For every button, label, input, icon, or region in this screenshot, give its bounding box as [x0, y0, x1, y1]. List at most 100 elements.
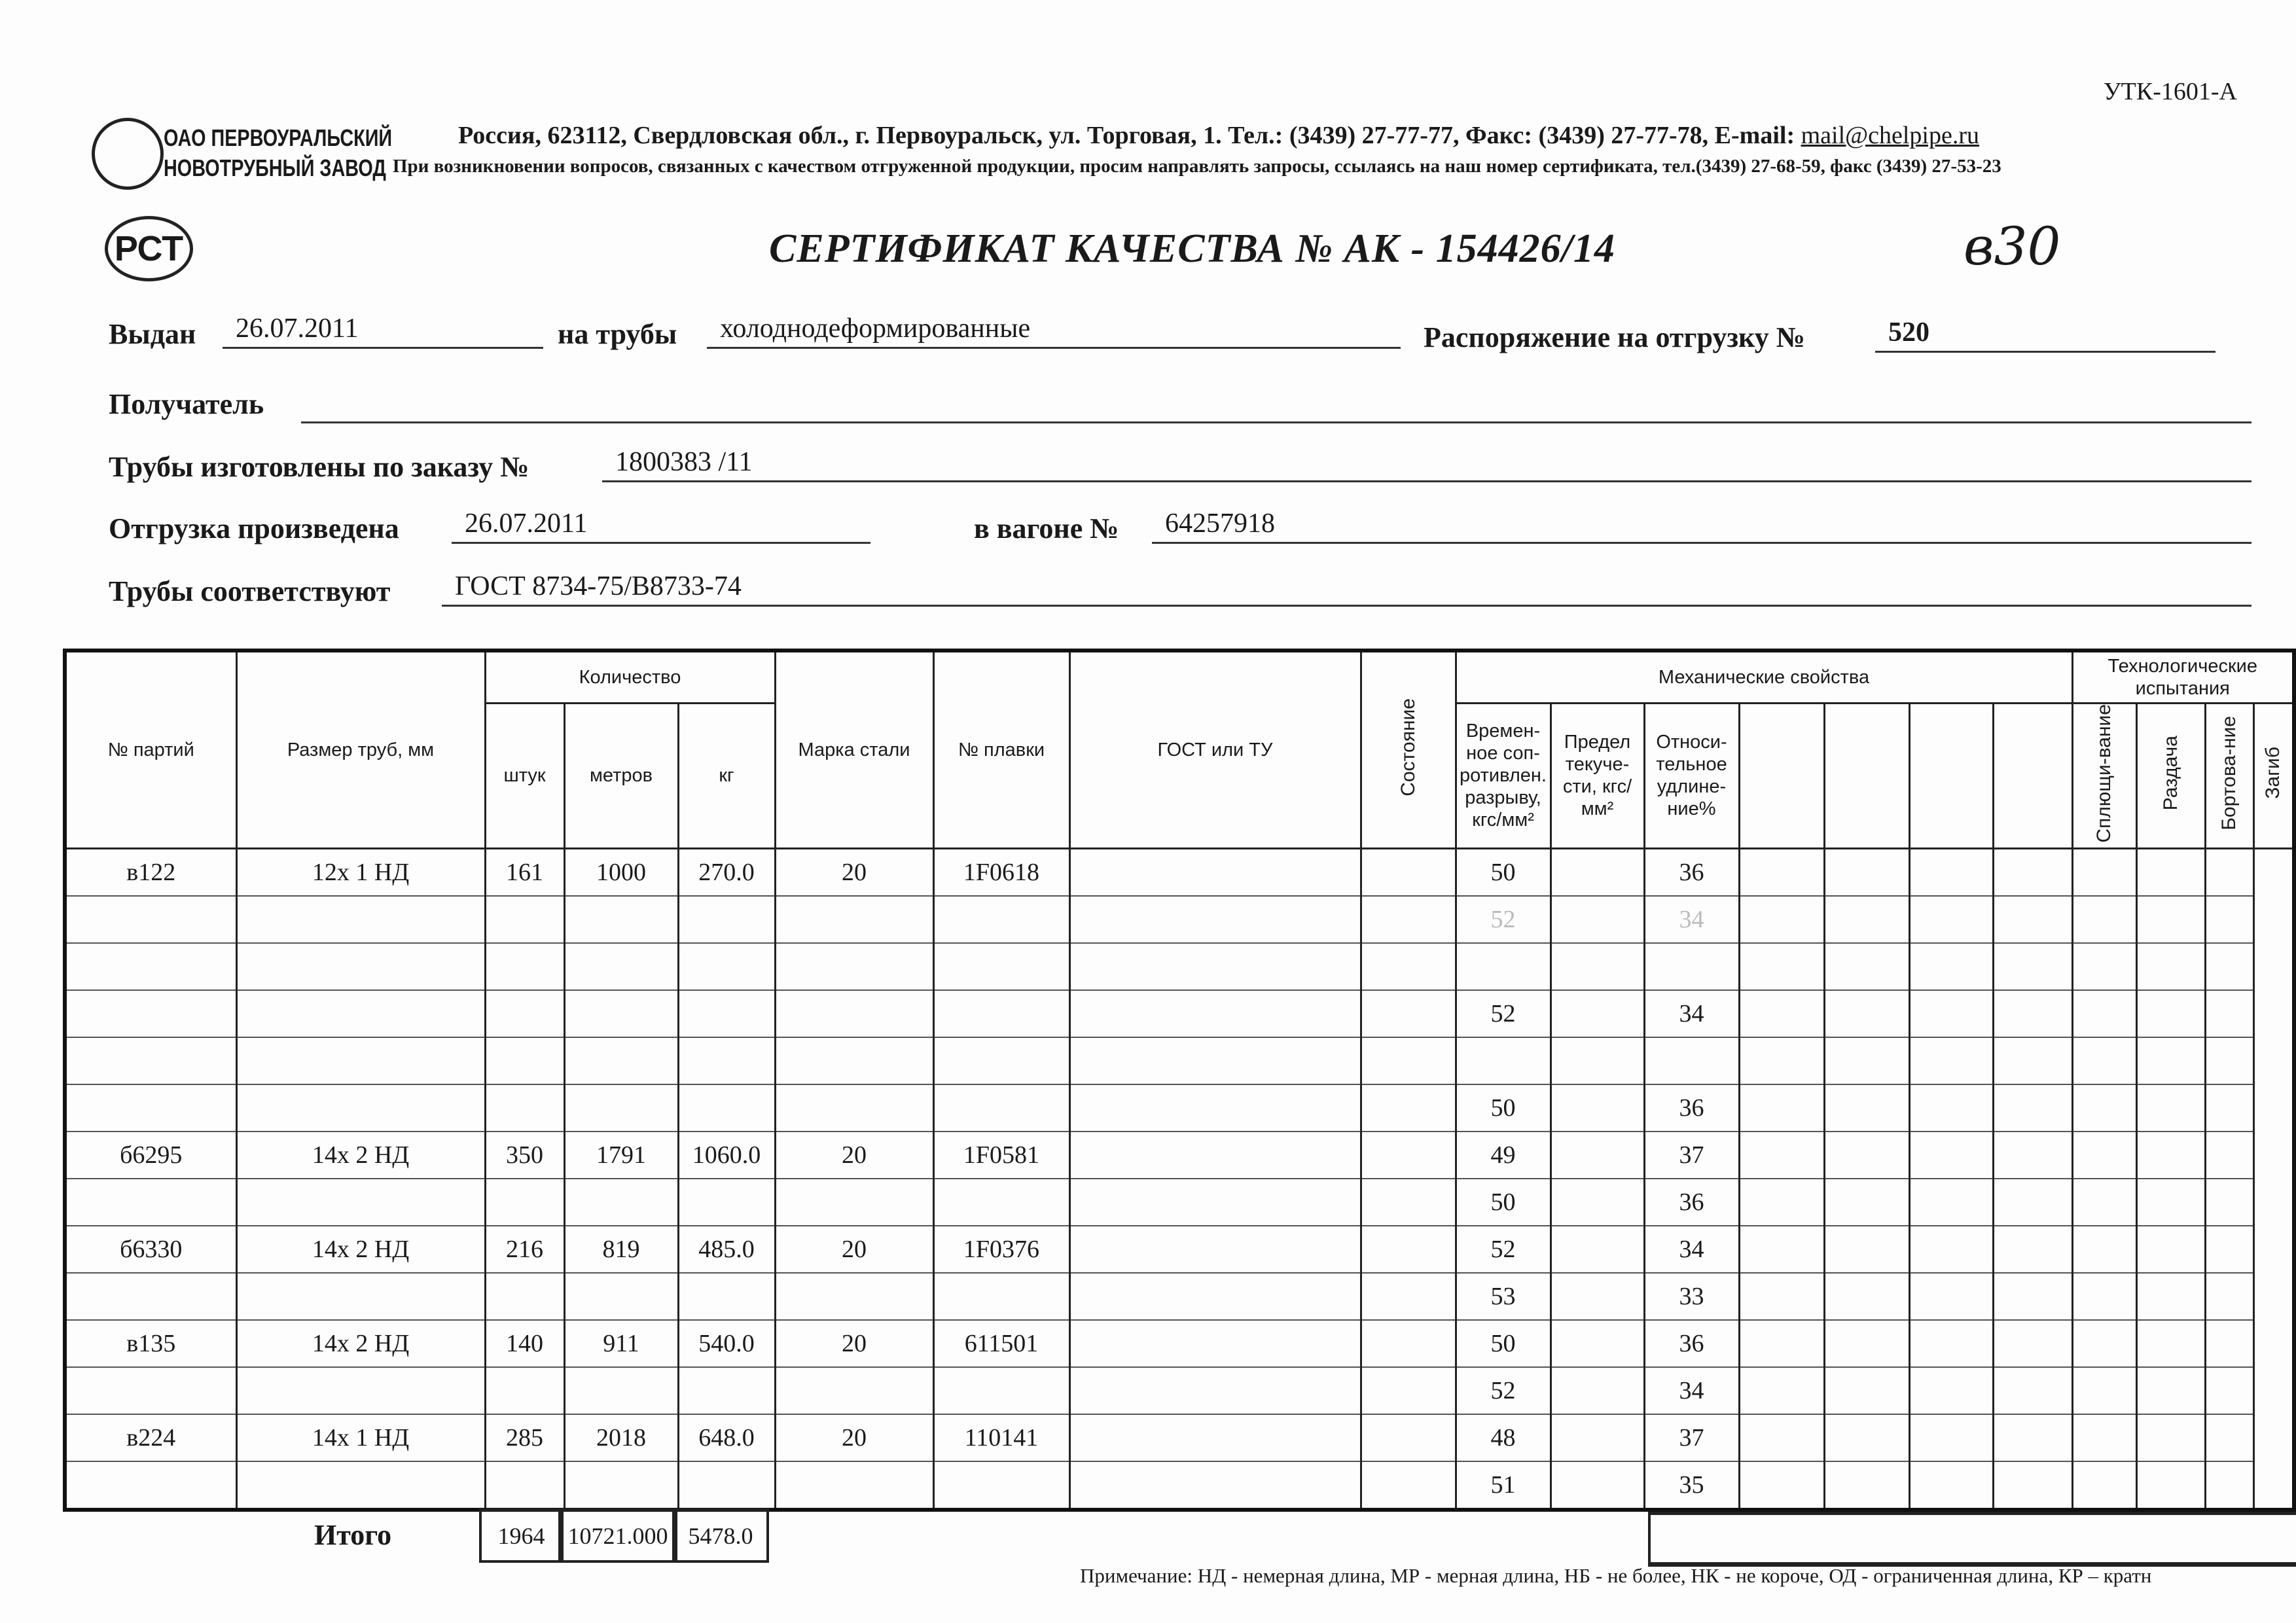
- cell-extra4: [1992, 1178, 2073, 1227]
- cell-heat: 1F0581: [932, 1131, 1071, 1180]
- cell-expansion: [2135, 1131, 2206, 1180]
- cell-flanging: [2204, 1131, 2255, 1180]
- cell-grade: [774, 895, 935, 944]
- cell-elongation: 34: [1643, 990, 1740, 1039]
- cell-kg: [677, 895, 776, 944]
- cell-extra2: [1823, 847, 1910, 897]
- cell-state: [1359, 1037, 1457, 1086]
- cell-flattening: [2071, 1272, 2138, 1321]
- footnote: Примечание: НД - немерная длина, МР - ме…: [1080, 1564, 2152, 1587]
- table-row: 52 34: [63, 1366, 2294, 1416]
- cell-heat: [932, 1178, 1071, 1227]
- cell-size: 14х 2 НД: [235, 1131, 486, 1180]
- cell-grade: [774, 942, 935, 991]
- col-meters: метров: [563, 702, 679, 850]
- cell-meters: 1000: [563, 847, 679, 897]
- cell-expansion: [2135, 1037, 2206, 1086]
- cell-lot: в224: [63, 1414, 238, 1463]
- cell-extra1: [1738, 942, 1825, 991]
- cell-meters: [563, 942, 679, 991]
- cell-extra4: [1992, 1131, 2073, 1180]
- col-quantity: Количество: [484, 649, 776, 704]
- cell-state: [1359, 1319, 1457, 1368]
- cell-state: [1359, 990, 1457, 1039]
- cell-size: [235, 990, 486, 1039]
- cell-extra4: [1992, 1414, 2073, 1463]
- cell-extra2: [1823, 895, 1910, 944]
- cell-flanging: [2204, 990, 2255, 1039]
- cell-extra4: [1992, 1225, 2073, 1274]
- cell-heat: 110141: [932, 1414, 1071, 1463]
- cell-yield: [1549, 1461, 1645, 1511]
- contact-notice: При возникновении вопросов, связанных с …: [393, 156, 2001, 177]
- cell-extra4: [1992, 1084, 2073, 1133]
- cell-heat: 611501: [932, 1319, 1071, 1368]
- cell-grade: [774, 1037, 935, 1086]
- cell-gost: [1068, 1272, 1362, 1321]
- cell-grade: [774, 1366, 935, 1416]
- cell-grade: 20: [774, 847, 935, 897]
- cell-flattening: [2071, 1178, 2138, 1227]
- cell-heat: [932, 942, 1071, 991]
- cell-pcs: 350: [484, 1131, 565, 1180]
- cell-size: 14х 2 НД: [235, 1225, 486, 1274]
- pipes-label: на трубы: [558, 318, 677, 350]
- table-row: 52 34: [63, 895, 2294, 944]
- cell-tensile: 48: [1454, 1414, 1552, 1463]
- col-bend-label: Загиб: [2262, 747, 2284, 800]
- form-code: УТК-1601-А: [2103, 78, 2237, 105]
- cell-gost: [1068, 1319, 1362, 1368]
- cell-pcs: [484, 990, 565, 1039]
- cell-extra1: [1738, 847, 1825, 897]
- cell-size: 14х 2 НД: [235, 1319, 486, 1368]
- cell-kg: [677, 1084, 776, 1133]
- table-body: в122 12х 1 НД 161 1000 270.0 20 1F0618 50 36 52 34…: [63, 847, 2294, 1511]
- cell-extra3: [1908, 990, 1994, 1039]
- table-row: в224 14х 1 НД 285 2018 648.0 20 110141 48 37: [63, 1414, 2294, 1463]
- cell-size: [235, 1461, 486, 1511]
- cell-kg: [677, 942, 776, 991]
- table-row: в135 14х 2 НД 140 911 540.0 20 611501 50 36: [63, 1319, 2294, 1368]
- cell-grade: [774, 990, 935, 1039]
- table-row: 50 36: [63, 1084, 2294, 1133]
- cell-extra4: [1992, 990, 2073, 1039]
- cell-meters: [563, 1178, 679, 1227]
- cell-extra2: [1823, 1225, 1910, 1274]
- cell-extra2: [1823, 1414, 1910, 1463]
- cell-extra4: [1992, 847, 2073, 897]
- cell-extra4: [1992, 942, 2073, 991]
- cell-extra3: [1908, 1037, 1994, 1086]
- cell-flanging: [2204, 1414, 2255, 1463]
- cell-meters: [563, 1461, 679, 1511]
- cell-yield: [1549, 1272, 1645, 1321]
- cell-flanging: [2204, 942, 2255, 991]
- wagon-number: 64257918: [1152, 508, 2251, 544]
- cell-extra3: [1908, 1366, 1994, 1416]
- cell-yield: [1549, 1037, 1645, 1086]
- handwritten-note: в30: [1964, 216, 2061, 277]
- company-name-line2: НОВОТРУБНЫЙ ЗАВОД: [164, 154, 386, 181]
- cell-extra3: [1908, 847, 1994, 897]
- cell-extra3: [1908, 1461, 1994, 1511]
- cell-yield: [1549, 1319, 1645, 1368]
- cell-extra2: [1823, 1084, 1910, 1133]
- company-name: ОАО ПЕРВОУРАЛЬСКИЙ НОВОТРУБНЫЙ ЗАВОД: [164, 123, 392, 183]
- cell-state: [1359, 1414, 1457, 1463]
- cell-elongation: 36: [1643, 1084, 1740, 1133]
- cell-flattening: [2071, 1131, 2138, 1180]
- col-gost: ГОСТ или ТУ: [1068, 649, 1362, 850]
- cell-extra4: [1992, 1366, 2073, 1416]
- recipient-label: Получатель: [109, 388, 264, 420]
- cell-flanging: [2204, 1461, 2255, 1511]
- cell-kg: [677, 1272, 776, 1321]
- col-heat: № плавки: [932, 649, 1071, 850]
- cell-state: [1359, 1084, 1457, 1133]
- cell-gost: [1068, 1225, 1362, 1274]
- quality-table: № партий Размер труб, мм Количество Марк…: [63, 649, 2296, 1512]
- email-link[interactable]: mail@chelpipe.ru: [1801, 122, 1979, 149]
- order-label: Распоряжение на отгрузку №: [1424, 321, 1805, 353]
- cell-gost: [1068, 1461, 1362, 1511]
- cell-lot: в122: [63, 847, 238, 897]
- cell-lot: [63, 1084, 238, 1133]
